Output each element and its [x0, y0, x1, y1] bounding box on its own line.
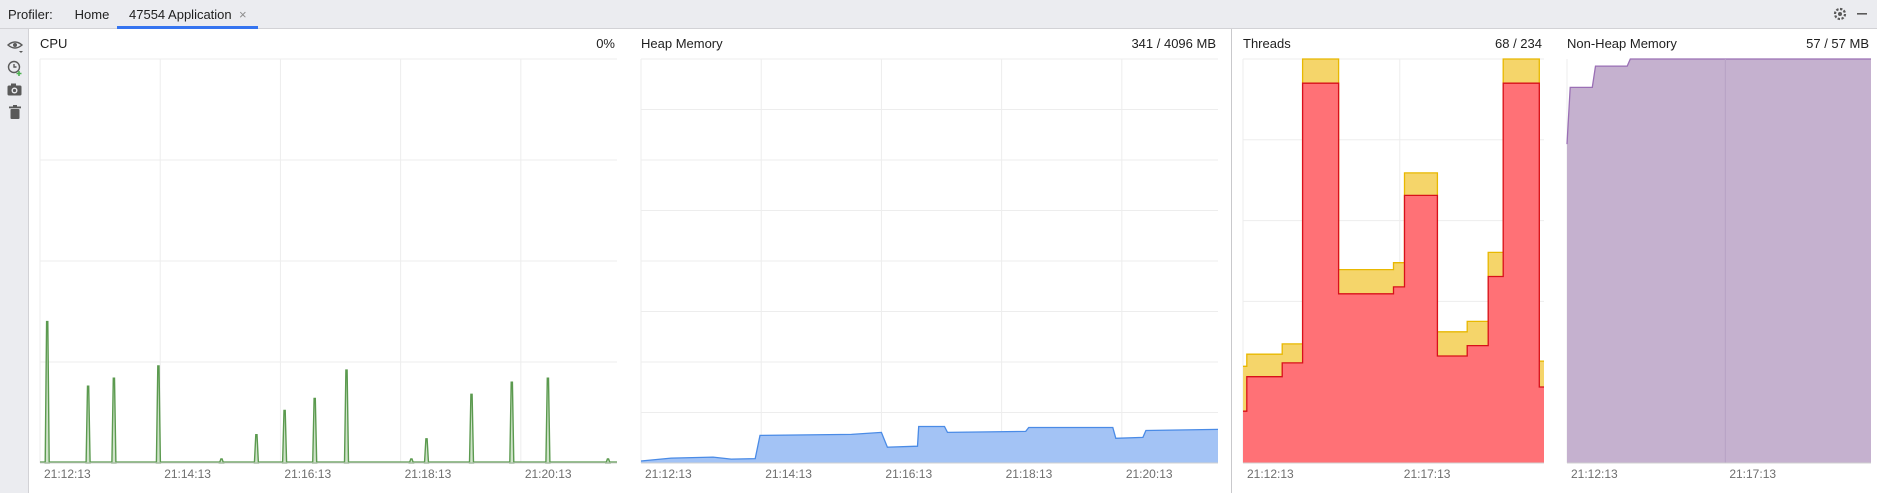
x-tick-label: 21:14:13: [164, 467, 211, 481]
cpu-spike: [606, 459, 610, 463]
trash-icon[interactable]: [6, 103, 24, 121]
profiler-toolbar: [0, 29, 29, 493]
profiler-label: Profiler:: [8, 7, 53, 22]
x-tick-label: 21:16:13: [284, 467, 331, 481]
eye-icon[interactable]: [6, 37, 24, 55]
grid: [641, 59, 1218, 463]
cpu-spike: [86, 386, 90, 463]
threads-panel: Threads 68 / 234 21:12:13 21:17:13: [1235, 29, 1550, 493]
panel-divider[interactable]: [1231, 29, 1232, 493]
non-heap-memory-chart: 21:12:13 21:17:13: [1559, 29, 1877, 493]
x-tick-label: 21:17:13: [1729, 467, 1776, 481]
cpu-spike: [409, 459, 413, 463]
minimize-icon[interactable]: [1853, 6, 1871, 24]
tab-application[interactable]: 47554 Application ×: [117, 0, 258, 29]
x-tick-label: 21:18:13: [405, 467, 452, 481]
x-tick-label: 21:12:13: [645, 467, 692, 481]
cpu-chart: 21:12:13 21:14:13 21:16:13 21:18:13 21:20:13: [32, 29, 623, 493]
cpu-spike: [546, 378, 550, 463]
x-tick-label: 21:20:13: [525, 467, 572, 481]
threads-chart: 21:12:13 21:17:13: [1235, 29, 1550, 493]
cpu-spike: [220, 459, 224, 463]
x-tick-label: 21:12:13: [1247, 467, 1294, 481]
cpu-spike: [254, 435, 258, 463]
cpu-spike: [45, 322, 49, 463]
x-tick-label: 21:12:13: [1571, 467, 1618, 481]
x-tick-label: 21:20:13: [1126, 467, 1173, 481]
cpu-spike: [156, 366, 160, 463]
gear-icon[interactable]: [1831, 6, 1849, 24]
close-icon[interactable]: ×: [239, 7, 247, 22]
heap-memory-panel: Heap Memory 341 / 4096 MB 21:12:13 21:14:…: [633, 29, 1224, 493]
cpu-spike: [470, 394, 474, 463]
profiler-tab-bar: Profiler: Home 47554 Application ×: [0, 0, 1877, 29]
x-tick-label: 21:18:13: [1006, 467, 1053, 481]
x-tick-label: 21:16:13: [885, 467, 932, 481]
cpu-spike: [345, 370, 349, 463]
cpu-panel: CPU 0% 21:12:13 21:14:13 21:16:13 21:18:13 2…: [32, 29, 623, 493]
tab-home[interactable]: Home: [70, 0, 114, 29]
cpu-spike: [313, 398, 317, 463]
heap-area: [641, 427, 1218, 464]
x-tick-label: 21:17:13: [1404, 467, 1451, 481]
non-heap-memory-panel: Non-Heap Memory 57 / 57 MB 21:12:13 21:17…: [1559, 29, 1877, 493]
grid: [40, 59, 617, 463]
cpu-spike: [283, 411, 287, 464]
tab-home-label: Home: [75, 7, 110, 22]
tab-application-label: 47554 Application: [129, 7, 232, 22]
camera-icon[interactable]: [6, 81, 24, 99]
non-heap-area: [1567, 59, 1871, 463]
x-tick-label: 21:12:13: [44, 467, 91, 481]
cpu-spike: [112, 378, 116, 463]
add-recording-icon[interactable]: [6, 59, 24, 77]
cpu-spike: [425, 439, 429, 463]
cpu-spike: [510, 382, 514, 463]
x-tick-label: 21:14:13: [765, 467, 812, 481]
heap-memory-chart: 21:12:13 21:14:13 21:16:13 21:18:13 21:20:13: [633, 29, 1224, 493]
